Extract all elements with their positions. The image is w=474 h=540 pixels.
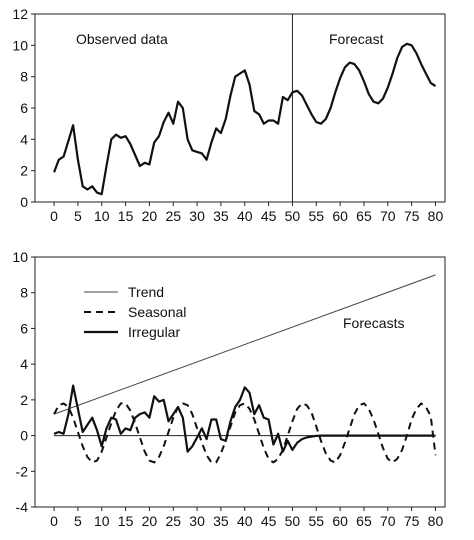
bottom-x-tick-label: 50 xyxy=(285,513,301,529)
bottom-x-tick-label: 75 xyxy=(404,513,420,529)
top-y-tick-label: 0 xyxy=(20,194,28,210)
plot-area-bottom xyxy=(34,256,446,508)
bottom-y-tick-label: -2 xyxy=(16,463,29,479)
top-x-tick-label: 10 xyxy=(94,208,110,224)
bottom-x-tick-label: 65 xyxy=(356,513,372,529)
bottom-x-tick-label: 60 xyxy=(332,513,348,529)
seasonal-series-line xyxy=(53,402,437,464)
bottom-y-tick-label: 8 xyxy=(20,285,28,301)
bottom-x-tick-label: 45 xyxy=(261,513,277,529)
bottom-y-tick-label: 4 xyxy=(20,356,28,372)
bottom-x-tick-label: 40 xyxy=(237,513,253,529)
bottom-y-tick-label: 0 xyxy=(20,428,28,444)
legend-label-irregular: Irregular xyxy=(128,324,180,340)
top-x-tick-label: 60 xyxy=(332,208,348,224)
top-y-tick-label: 8 xyxy=(20,69,28,85)
annotation-forecasts: Forecasts xyxy=(343,315,404,331)
top-x-tick-label: 25 xyxy=(165,208,181,224)
top-x-tick-label: 80 xyxy=(428,208,444,224)
bottom-x-tick-label: 15 xyxy=(118,513,134,529)
top-x-tick-label: 5 xyxy=(74,208,82,224)
legend-label-seasonal: Seasonal xyxy=(128,304,186,320)
top-x-tick-label: 35 xyxy=(213,208,229,224)
bottom-x-tick-label: 0 xyxy=(50,513,58,529)
bottom-x-tick-label: 10 xyxy=(94,513,110,529)
top-y-tick-label: 10 xyxy=(12,37,28,53)
bottom-y-tick-label: 10 xyxy=(12,249,28,265)
top-x-tick-label: 30 xyxy=(189,208,205,224)
forecast-series-line xyxy=(292,42,437,125)
annotation-forecast: Forecast xyxy=(329,31,384,47)
annotation-observed-data: Observed data xyxy=(76,31,168,47)
observed-forecast-panel: 0 5 10 15 20 25 30 35 40 45 50 55 60 65 70 75 8002468101… xyxy=(12,6,446,224)
top-x-tick-label: 55 xyxy=(308,208,324,224)
top-x-tick-label: 20 xyxy=(142,208,158,224)
bottom-x-tick-label: 70 xyxy=(380,513,396,529)
top-x-tick-label: 45 xyxy=(261,208,277,224)
top-y-tick-label: 2 xyxy=(20,163,28,179)
top-x-tick-label: 70 xyxy=(380,208,396,224)
legend: Trend Seasonal Irregular xyxy=(84,284,186,340)
top-x-tick-label: 50 xyxy=(285,208,301,224)
bottom-x-tick-label: 20 xyxy=(142,513,158,529)
top-x-tick-label: 65 xyxy=(356,208,372,224)
top-y-tick-label: 4 xyxy=(20,131,28,147)
top-x-tick-label: 75 xyxy=(404,208,420,224)
bottom-x-tick-label: 30 xyxy=(189,513,205,529)
legend-label-trend: Trend xyxy=(128,284,164,300)
decomposition-panel: 0 5 10 15 20 25 30 35 40 45 50 55 60 65 70 75 80-4-20246… xyxy=(12,249,446,529)
bottom-x-tick-label: 5 xyxy=(74,513,82,529)
top-x-tick-label: 0 xyxy=(50,208,58,224)
bottom-y-tick-label: 2 xyxy=(20,392,28,408)
top-y-tick-label: 6 xyxy=(20,100,28,116)
bottom-x-tick-label: 35 xyxy=(213,513,229,529)
bottom-y-tick-label: -4 xyxy=(16,499,29,515)
bottom-x-tick-label: 55 xyxy=(308,513,324,529)
top-x-tick-label: 40 xyxy=(237,208,253,224)
trend-series-line xyxy=(53,274,436,415)
bottom-x-tick-label: 25 xyxy=(165,513,181,529)
observed-series-line xyxy=(53,69,294,196)
bottom-y-tick-label: 6 xyxy=(20,320,28,336)
top-x-tick-label: 15 xyxy=(118,208,134,224)
top-y-tick-label: 12 xyxy=(12,6,28,22)
irregular-series-line xyxy=(53,384,436,453)
bottom-x-tick-label: 80 xyxy=(428,513,444,529)
